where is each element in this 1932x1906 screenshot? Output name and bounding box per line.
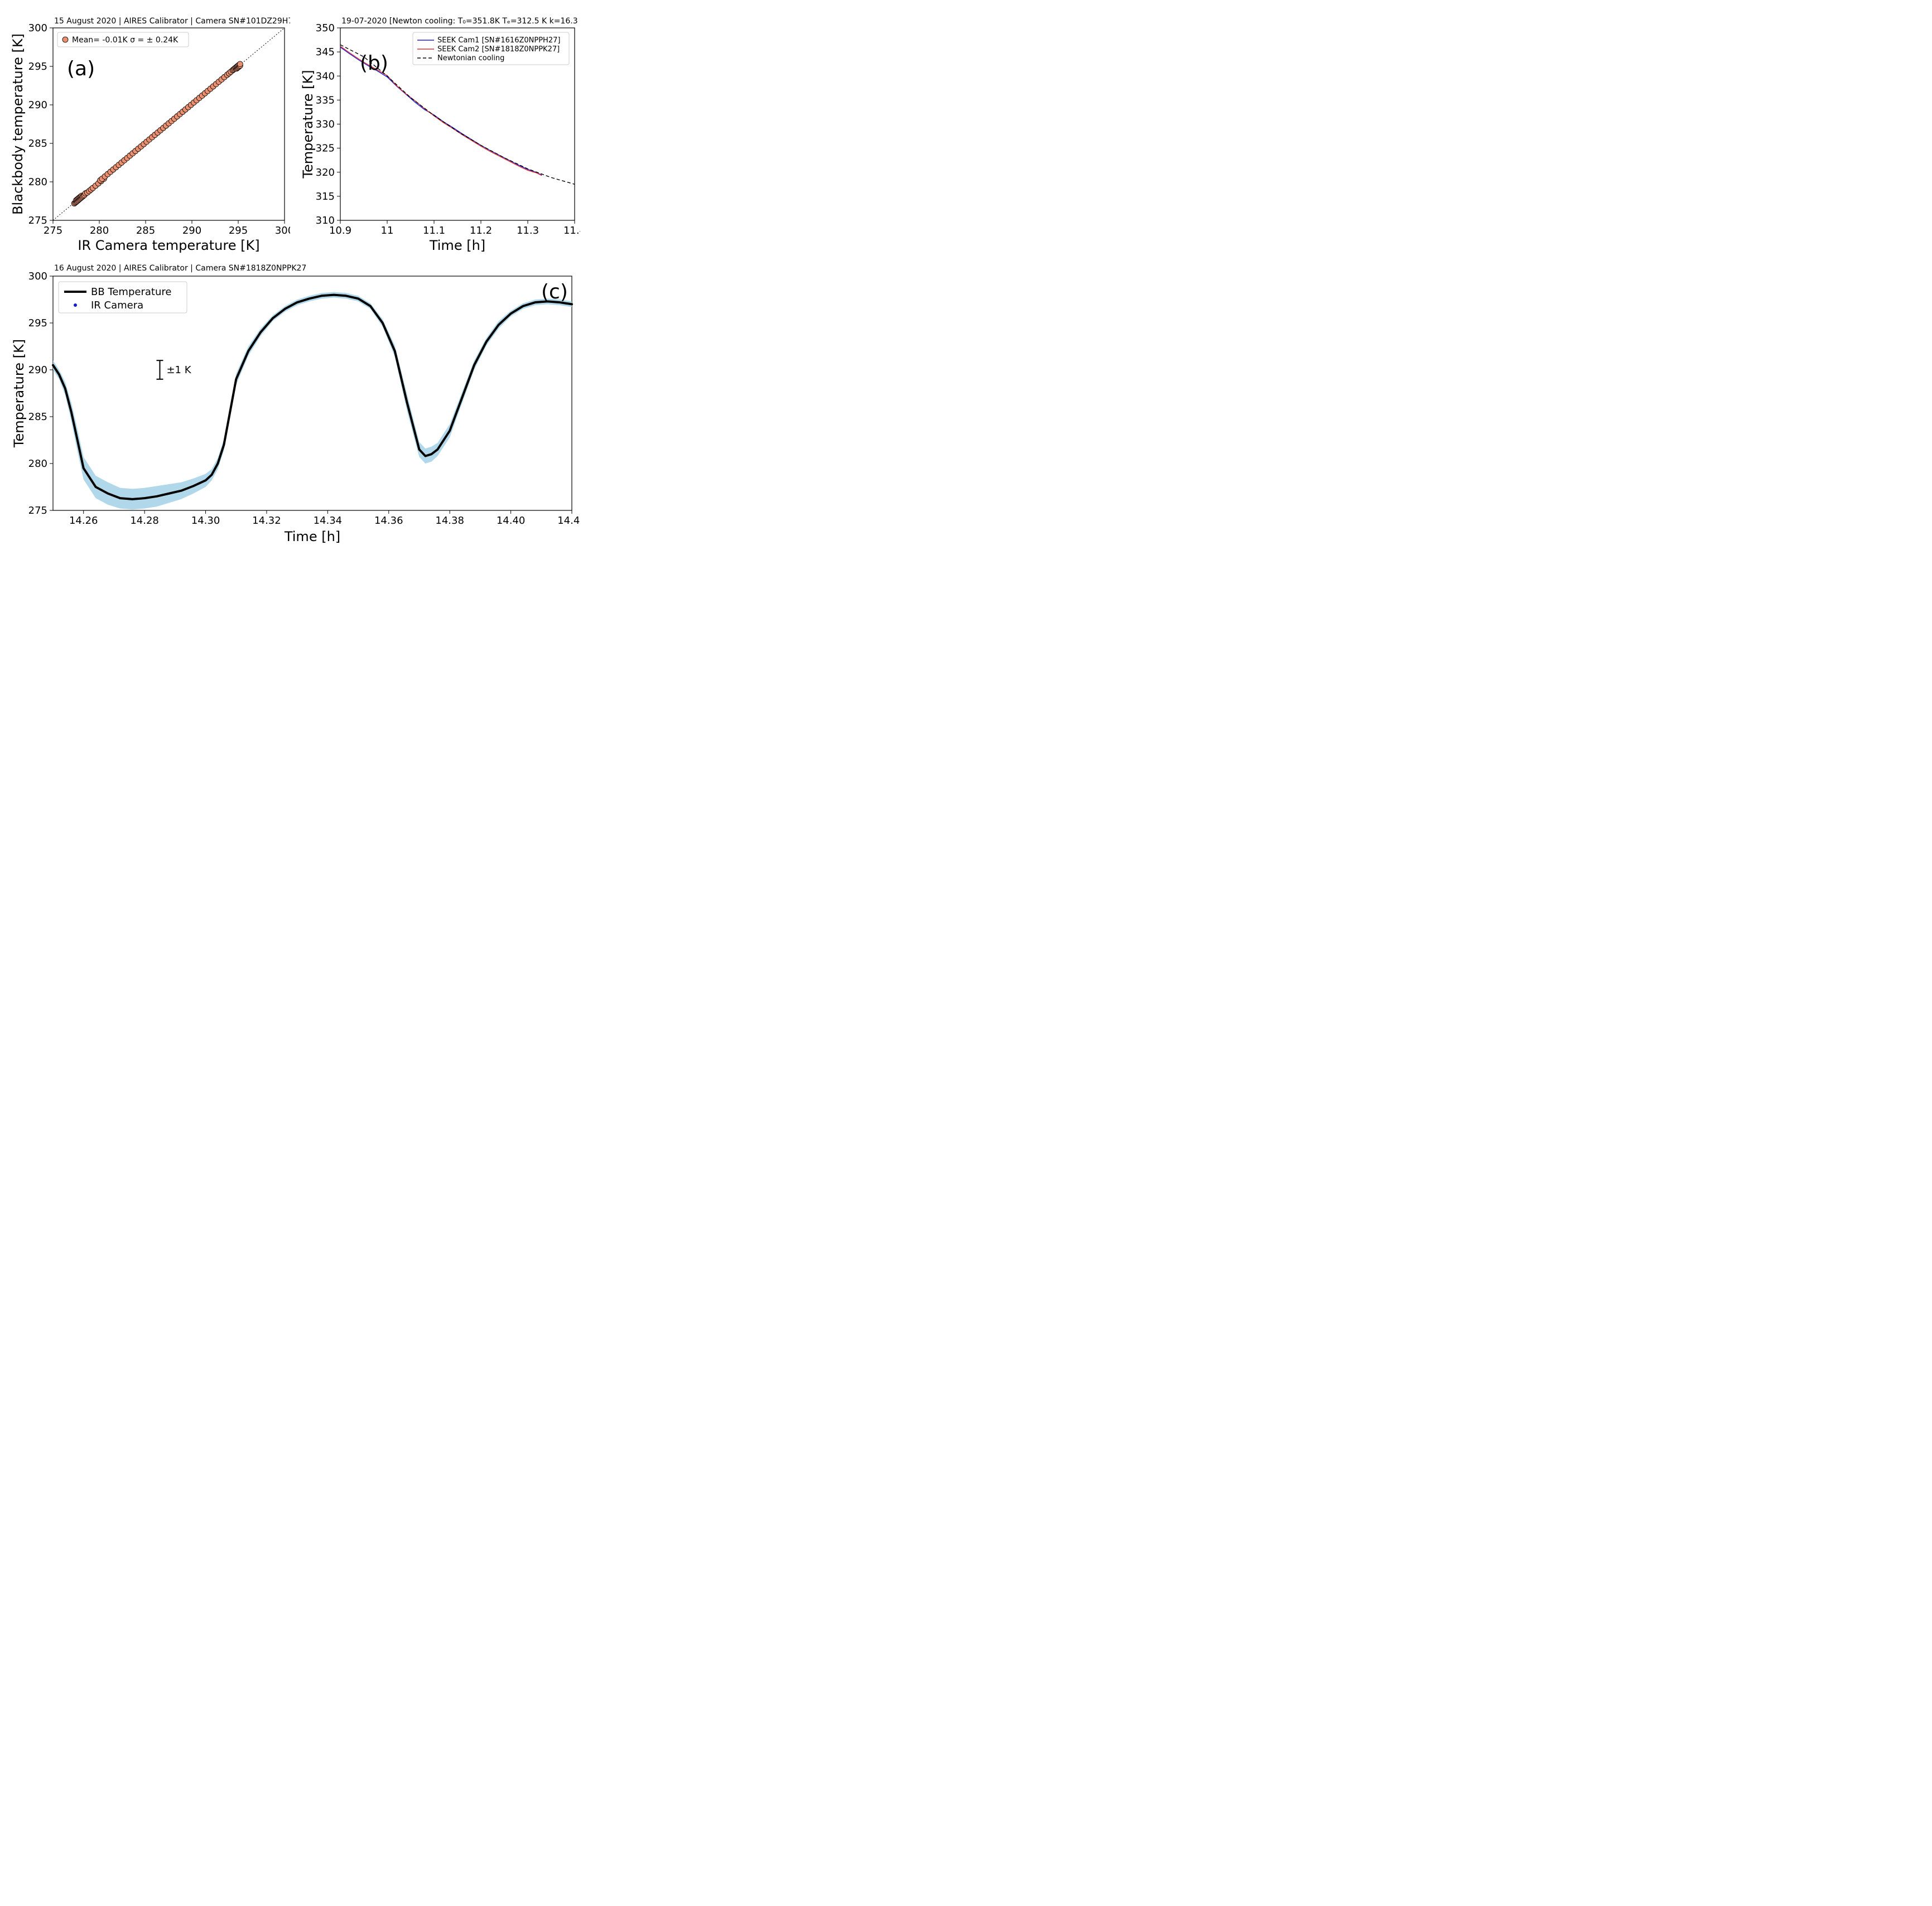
svg-text:300: 300 (28, 271, 47, 282)
top-row: 275 280 285 290 295 300 275 280 285 290 295 300 IR C… (11, 11, 580, 257)
svg-text:285: 285 (28, 138, 47, 149)
svg-text:330: 330 (316, 119, 335, 131)
panel-a-svg: 275 280 285 290 295 300 275 280 285 290 295 300 IR C… (11, 11, 290, 257)
svg-text:325: 325 (316, 143, 335, 155)
svg-text:11.2: 11.2 (470, 225, 492, 237)
svg-text:±1 K: ±1 K (166, 364, 191, 376)
svg-text:350: 350 (316, 22, 335, 34)
svg-text:345: 345 (316, 46, 335, 58)
svg-text:300: 300 (275, 225, 290, 237)
svg-text:275: 275 (28, 215, 47, 226)
svg-text:290: 290 (28, 99, 47, 111)
svg-text:275: 275 (44, 225, 62, 237)
svg-text:Time [h]: Time [h] (284, 529, 340, 544)
svg-text:IR Camera temperature [K]: IR Camera temperature [K] (78, 238, 259, 253)
svg-text:280: 280 (90, 225, 109, 237)
svg-text:Mean= -0.01K σ = ± 0.24K: Mean= -0.01K σ = ± 0.24K (72, 36, 179, 45)
svg-text:335: 335 (316, 94, 335, 106)
svg-text:14.32: 14.32 (252, 515, 281, 527)
svg-text:14.26: 14.26 (69, 515, 98, 527)
svg-text:11: 11 (381, 225, 394, 237)
panel-c-svg: 14.26 14.28 14.30 14.32 14.34 14.36 14.38 14.40… (11, 257, 580, 547)
svg-text:290: 290 (182, 225, 201, 237)
svg-text:14.34: 14.34 (314, 515, 343, 527)
svg-text:11.4: 11.4 (563, 225, 580, 237)
svg-text:SEEK Cam2 [SN#1818Z0NPPK27]: SEEK Cam2 [SN#1818Z0NPPK27] (437, 45, 560, 54)
svg-text:295: 295 (28, 61, 47, 73)
svg-text:IR Camera: IR Camera (91, 300, 143, 311)
panel-b-svg: 10.9 11 11.1 11.2 11.3 11.4 310 315 320 325 330 335… (301, 11, 580, 257)
figure-container: 275 280 285 290 295 300 275 280 285 290 295 300 IR C… (11, 11, 580, 547)
svg-text:Blackbody temperature [K]: Blackbody temperature [K] (11, 33, 26, 215)
svg-text:285: 285 (136, 225, 155, 237)
svg-text:14.38: 14.38 (435, 515, 464, 527)
svg-text:SEEK Cam1 [SN#1616Z0NPPH27]: SEEK Cam1 [SN#1616Z0NPPH27] (437, 36, 560, 45)
svg-text:14.40: 14.40 (497, 515, 526, 527)
svg-text:280: 280 (28, 458, 47, 470)
svg-text:280: 280 (28, 176, 47, 188)
svg-text:(b): (b) (360, 52, 388, 75)
svg-text:19-07-2020 [Newton cooling: T₀: 19-07-2020 [Newton cooling: T₀=351.8K Tₑ… (341, 17, 580, 26)
svg-text:(a): (a) (67, 57, 95, 80)
svg-text:14.42: 14.42 (557, 515, 580, 527)
svg-text:(c): (c) (541, 281, 568, 303)
svg-text:10.9: 10.9 (329, 225, 351, 237)
svg-text:Temperature [K]: Temperature [K] (11, 339, 27, 448)
svg-text:15 August 2020 | AIRES Calib: 15 August 2020 | AIRES Calibrator | Came… (54, 17, 290, 26)
svg-text:14.30: 14.30 (191, 515, 220, 527)
svg-text:290: 290 (28, 364, 47, 376)
svg-text:300: 300 (28, 22, 47, 34)
svg-text:Temperature [K]: Temperature [K] (301, 70, 316, 178)
svg-text:14.28: 14.28 (130, 515, 159, 527)
svg-text:310: 310 (316, 215, 335, 226)
svg-text:285: 285 (28, 411, 47, 423)
svg-text:320: 320 (316, 167, 335, 178)
svg-text:315: 315 (316, 191, 335, 202)
svg-text:295: 295 (28, 317, 47, 329)
svg-text:16 August 2020 | AIRES Calib: 16 August 2020 | AIRES Calibrator | Came… (54, 264, 306, 273)
svg-text:275: 275 (28, 505, 47, 517)
svg-text:BB Temperature: BB Temperature (91, 286, 171, 298)
svg-text:Time [h]: Time [h] (429, 238, 485, 253)
svg-text:Newtonian cooling: Newtonian cooling (437, 54, 504, 62)
panel-c: 14.26 14.28 14.30 14.32 14.34 14.36 14.38 14.40… (11, 257, 580, 547)
svg-text:11.3: 11.3 (517, 225, 539, 237)
panel-a: 275 280 285 290 295 300 275 280 285 290 295 300 IR C… (11, 11, 290, 257)
svg-text:14.36: 14.36 (374, 515, 403, 527)
svg-text:11.1: 11.1 (423, 225, 445, 237)
svg-text:295: 295 (229, 225, 248, 237)
panel-b: 10.9 11 11.1 11.2 11.3 11.4 310 315 320 325 330 335… (301, 11, 580, 257)
svg-text:340: 340 (316, 70, 335, 82)
